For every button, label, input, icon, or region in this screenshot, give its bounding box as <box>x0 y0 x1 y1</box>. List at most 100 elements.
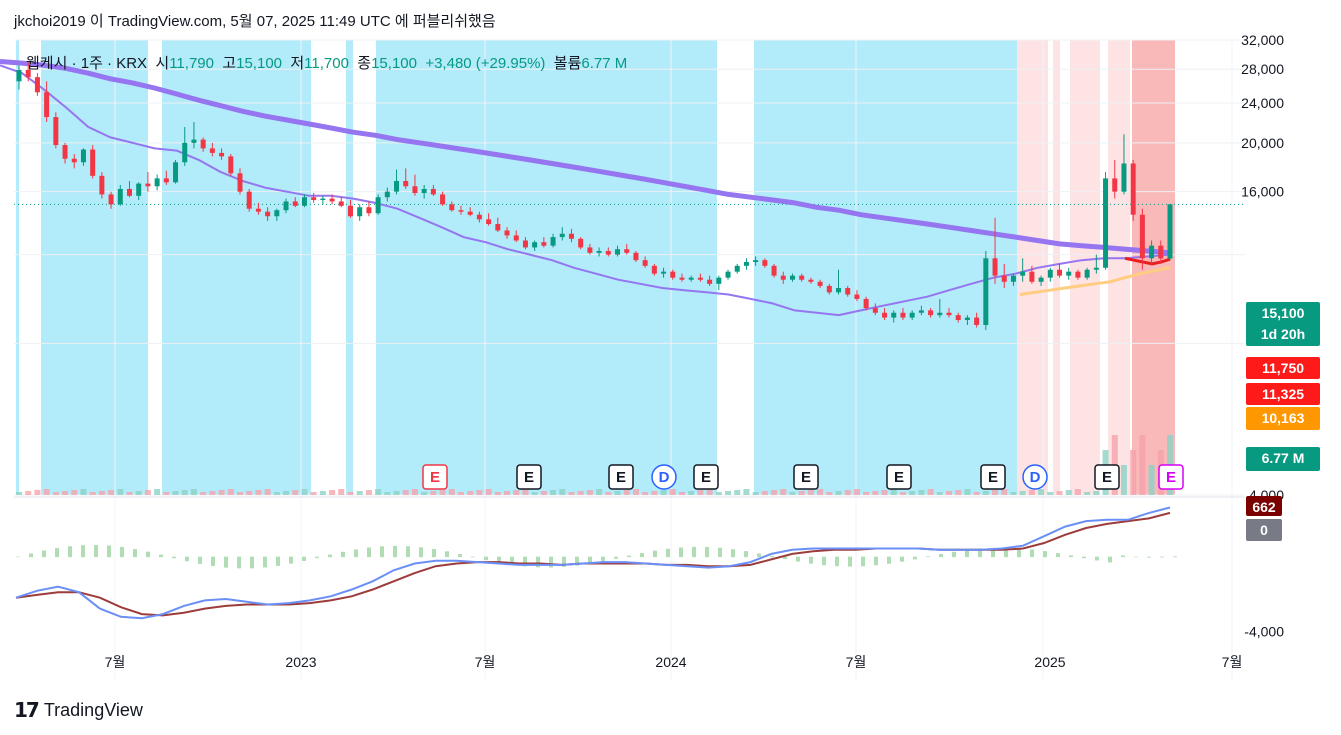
candle <box>762 258 768 268</box>
candle-body <box>863 298 869 309</box>
volume-bar <box>725 491 732 495</box>
candle <box>44 81 50 122</box>
macd-histogram-bar <box>172 556 176 559</box>
highlight-band <box>1108 40 1130 495</box>
volume-bar <box>34 490 41 495</box>
candle <box>679 273 685 282</box>
candle-body <box>1139 214 1145 259</box>
candle-body <box>817 281 823 286</box>
volume-bar <box>651 491 658 495</box>
macd-histogram-bar <box>588 556 592 564</box>
candle-body <box>734 265 740 272</box>
volume-bar <box>946 491 953 495</box>
symbol-title[interactable]: 웹케시 · 1주 · KRX <box>26 55 148 72</box>
candle <box>467 207 473 217</box>
earnings-icon <box>793 464 819 490</box>
macd-histogram-bar <box>432 549 436 558</box>
candle <box>578 237 584 250</box>
candle <box>854 290 860 302</box>
open-value: 11,790 <box>169 55 214 72</box>
event-label: E <box>430 469 440 486</box>
candle <box>301 194 307 208</box>
volume-bar <box>89 492 96 495</box>
volume-bar <box>964 489 971 495</box>
footer-brand[interactable]: 17 TradingView <box>14 698 143 722</box>
volume-bar <box>430 491 437 495</box>
candle <box>771 263 777 278</box>
volume-bar <box>246 491 253 495</box>
candle-body <box>173 162 179 183</box>
candle-body <box>421 188 427 194</box>
event-label: E <box>1102 469 1112 486</box>
candle <box>789 273 795 282</box>
candle <box>845 285 851 297</box>
volume-bar <box>1139 435 1146 495</box>
macd-histogram-bar <box>744 551 748 558</box>
candle-body <box>440 194 446 205</box>
volume-bar <box>62 491 69 495</box>
volume-bar <box>807 490 814 495</box>
volume-bar <box>789 492 796 495</box>
candle <box>1038 275 1044 286</box>
volume-value: 6.77 M <box>581 55 628 72</box>
candle-body <box>596 250 602 253</box>
badge-countdown: 1d 20h <box>1261 326 1305 342</box>
macd-histogram-bar <box>419 547 423 558</box>
candle <box>255 202 261 215</box>
volume-bar <box>448 489 455 495</box>
candle <box>1158 240 1164 264</box>
candle-body <box>541 242 547 246</box>
volume-bar <box>439 490 446 495</box>
candle <box>421 184 427 199</box>
event-label: D <box>659 469 670 486</box>
event-marker-e: E <box>516 464 542 490</box>
candle-body <box>25 70 31 78</box>
candle-body <box>108 194 114 205</box>
candle <box>928 308 934 318</box>
candle-body <box>928 310 934 316</box>
candle <box>1084 267 1090 280</box>
candle <box>541 237 547 248</box>
volume-bar <box>853 489 860 495</box>
macd-histogram-bar <box>42 550 46 558</box>
candle <box>1149 240 1155 264</box>
publish-info: 이 TradingView.com, 5월 07, 2025 11:49 UTC… <box>89 13 496 30</box>
event-marker-e: E <box>980 464 1006 490</box>
event-label: E <box>988 469 998 486</box>
volume-bar <box>660 490 667 495</box>
time-tick-label: 2025 <box>1034 654 1065 670</box>
macd-histogram-bar <box>705 546 709 558</box>
candle-body <box>836 288 842 293</box>
volume-bar <box>596 489 603 495</box>
candle <box>532 240 538 251</box>
candle <box>670 269 676 280</box>
candle-body <box>412 186 418 194</box>
author-name[interactable]: jkchoi2019 <box>14 13 86 30</box>
earnings-icon <box>422 464 448 490</box>
macd-histogram-bar <box>952 551 956 558</box>
candle <box>62 142 68 164</box>
volume-bar <box>384 492 391 495</box>
macd-histogram-bar <box>1160 556 1164 558</box>
time-tick-label: 7월 <box>1222 654 1243 670</box>
macd-histogram-bar <box>484 556 488 561</box>
macd-histogram-bar <box>562 556 566 567</box>
candle-body <box>62 145 68 159</box>
volume-bar <box>780 489 787 495</box>
volume-bar <box>577 491 584 495</box>
candle <box>716 275 722 291</box>
event-marker-e: E <box>793 464 819 490</box>
price-badge: 15,100 1d 20h <box>1246 302 1320 346</box>
badge-bg <box>1246 357 1320 379</box>
volume-bar <box>844 490 851 495</box>
volume-bar <box>697 490 704 495</box>
volume-bar <box>227 489 234 495</box>
macd-histogram-bar <box>146 551 150 558</box>
volume-bar <box>255 490 262 495</box>
candle <box>200 137 206 152</box>
macd-histogram-bar <box>159 554 163 558</box>
low-value: 11,700 <box>304 55 349 72</box>
candle <box>126 180 132 198</box>
